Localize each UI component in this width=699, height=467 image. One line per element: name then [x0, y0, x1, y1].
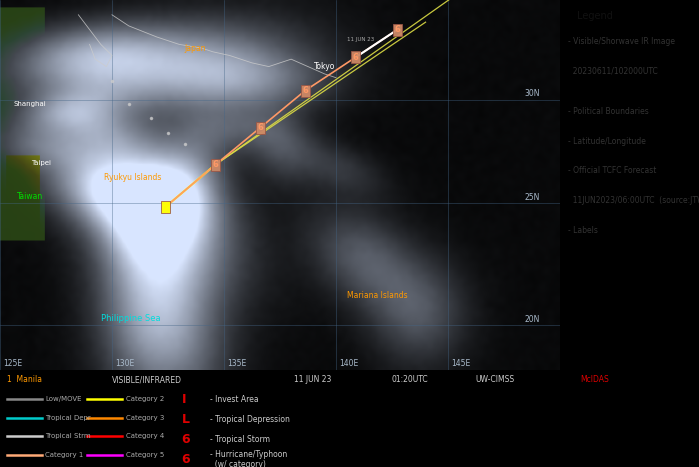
Text: Ryukyu Islands: Ryukyu Islands — [103, 173, 161, 182]
Text: - Tropical Depression: - Tropical Depression — [210, 415, 289, 424]
Text: 6: 6 — [212, 160, 219, 169]
Text: I: I — [182, 393, 186, 406]
Text: 6: 6 — [182, 433, 190, 446]
Text: Japan: Japan — [185, 43, 206, 53]
Text: VISIBLE/INFRARED: VISIBLE/INFRARED — [112, 375, 182, 384]
Text: 145E: 145E — [451, 359, 470, 368]
Text: Shanghai: Shanghai — [14, 100, 47, 106]
Text: Legend: Legend — [577, 11, 612, 21]
Text: 30N: 30N — [525, 89, 540, 98]
Text: 6: 6 — [395, 25, 401, 34]
Text: 11JUN2023/06:00UTC  (source:JTWC): 11JUN2023/06:00UTC (source:JTWC) — [568, 196, 699, 205]
Text: Tokyo: Tokyo — [314, 62, 335, 71]
Text: 6: 6 — [352, 53, 359, 62]
Text: - Hurricane/Typhoon
  (w/ category): - Hurricane/Typhoon (w/ category) — [210, 450, 287, 467]
Text: McIDAS: McIDAS — [580, 375, 609, 384]
Text: Low/MOVE: Low/MOVE — [45, 396, 82, 402]
Text: 1  Manila: 1 Manila — [7, 375, 42, 384]
Text: - Official TCFC Forecast: - Official TCFC Forecast — [568, 166, 656, 176]
Text: - Tropical Storm: - Tropical Storm — [210, 435, 270, 444]
Text: 11 JUN 23: 11 JUN 23 — [294, 375, 331, 384]
Text: 11 JUN 23: 11 JUN 23 — [347, 37, 375, 42]
Text: - Labels: - Labels — [568, 226, 598, 234]
Text: 01:20UTC: 01:20UTC — [391, 375, 428, 384]
Text: 6: 6 — [182, 453, 190, 466]
Text: UW-CIMSS: UW-CIMSS — [475, 375, 514, 384]
Text: 140E: 140E — [339, 359, 358, 368]
Text: - Invest Area: - Invest Area — [210, 395, 259, 403]
Text: 2: 2 — [162, 203, 168, 212]
Text: Tropical Strm: Tropical Strm — [45, 433, 91, 439]
Text: 20230611/102000UTC: 20230611/102000UTC — [568, 67, 658, 76]
Text: Philippine Sea: Philippine Sea — [101, 313, 160, 323]
Text: - Political Boundaries: - Political Boundaries — [568, 107, 649, 116]
Text: Tropical Depr: Tropical Depr — [45, 415, 91, 421]
Text: 135E: 135E — [226, 359, 246, 368]
Text: Category 4: Category 4 — [126, 433, 164, 439]
Text: 20N: 20N — [525, 315, 540, 324]
Text: 6: 6 — [302, 86, 308, 95]
Text: Mariana Islands: Mariana Islands — [347, 291, 408, 300]
Text: Taipei: Taipei — [31, 160, 51, 166]
Text: Category 5: Category 5 — [126, 452, 164, 458]
Text: Category 1: Category 1 — [45, 452, 84, 458]
Text: Category 3: Category 3 — [126, 415, 164, 421]
Text: Taiwan: Taiwan — [17, 191, 43, 200]
Text: Category 2: Category 2 — [126, 396, 164, 402]
Text: - Visible/Shorwave IR Image: - Visible/Shorwave IR Image — [568, 37, 675, 46]
Text: 130E: 130E — [115, 359, 134, 368]
Text: 25N: 25N — [525, 192, 540, 202]
Text: L: L — [182, 413, 189, 426]
Text: 6: 6 — [257, 123, 264, 132]
Text: - Latitude/Longitude: - Latitude/Longitude — [568, 137, 646, 146]
Text: 125E: 125E — [3, 359, 22, 368]
